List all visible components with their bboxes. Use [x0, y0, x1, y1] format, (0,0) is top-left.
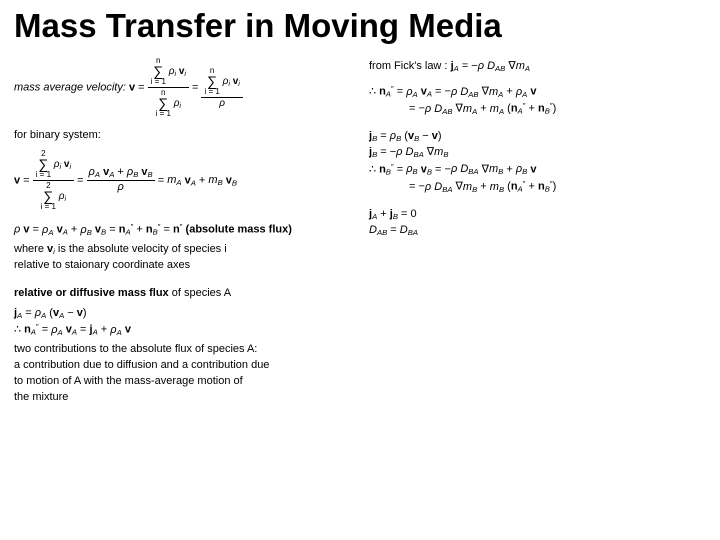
mav-label: mass average velocity:	[14, 82, 129, 94]
eq-na-1: ∴ nA″ = ρA vA = −ρ DAB ∇mA + ρA v	[369, 84, 706, 99]
txt-stationary-axes: relative to staionary coordinate axes	[14, 259, 351, 273]
page-title: Mass Transfer in Moving Media	[14, 8, 706, 44]
content-columns: mass average velocity: v = n∑i = 1 ρi vi…	[14, 56, 706, 406]
mav-eq2: =	[192, 82, 201, 94]
right-column: from Fick's law : jA = −ρ DAB ∇mA ∴ nA″ …	[369, 56, 706, 406]
left-column: mass average velocity: v = n∑i = 1 ρi vi…	[14, 56, 351, 406]
txt-where-vi: where vi is the absolute velocity of spe…	[14, 243, 351, 257]
txt-contrib-2: a contribution due to diffusion and a co…	[14, 359, 351, 373]
eq-abs-mass-flux: ρ v = ρA vA + ρB vB = nA″ + nB″ = n″ (ab…	[14, 222, 351, 237]
eq-nb-2: = −ρ DBA ∇mB + mB (nA″ + nB″)	[369, 179, 706, 194]
eq-jb-1: jB = ρB (vB − v)	[369, 130, 706, 144]
txt-binary-system: for binary system:	[14, 129, 351, 143]
mav-frac2: n∑i = 1 ρi vi ρ	[201, 66, 242, 110]
eq-na-2: = −ρ DAB ∇mA + mA (nA″ + nB″)	[369, 101, 706, 116]
eq-dab-dba: DAB = DBA	[369, 224, 706, 238]
eq-mass-avg-velocity: mass average velocity: v = n∑i = 1 ρi vi…	[14, 56, 351, 119]
eq-j-sum: jA + jB = 0	[369, 208, 706, 222]
mav-v: v	[129, 82, 135, 94]
txt-contrib-4: the mixture	[14, 391, 351, 405]
eq-ja: jA = ρA (vA − v)	[14, 307, 351, 321]
eq-nb-1: ∴ nB″ = ρB vB = −ρ DBA ∇mB + ρB v	[369, 162, 706, 177]
eq-jb-2: jB = −ρ DBA ∇mB	[369, 146, 706, 160]
bin-frac2: ρA vA + ρB vB ρ	[87, 166, 155, 195]
txt-contrib-3: to motion of A with the mass-average mot…	[14, 375, 351, 389]
bin-frac1: 2∑i = 1 ρi vi 2∑i = 1 ρi	[33, 149, 74, 212]
mav-frac1: n∑i = 1 ρi vi n∑i = 1 ρi	[148, 56, 189, 119]
txt-diffusive-flux-label: relative or diffusive mass flux of speci…	[14, 287, 351, 301]
mav-eq1: =	[138, 82, 147, 94]
eq-binary-v: v = 2∑i = 1 ρi vi 2∑i = 1 ρi = ρA vA + ρ…	[14, 149, 351, 212]
eq-na-ja: ∴ nA″ = ρA vA = jA + ρA v	[14, 322, 351, 337]
txt-contrib-1: two contributions to the absolute flux o…	[14, 343, 351, 357]
eq-ficks-law: from Fick's law : jA = −ρ DAB ∇mA	[369, 60, 706, 74]
